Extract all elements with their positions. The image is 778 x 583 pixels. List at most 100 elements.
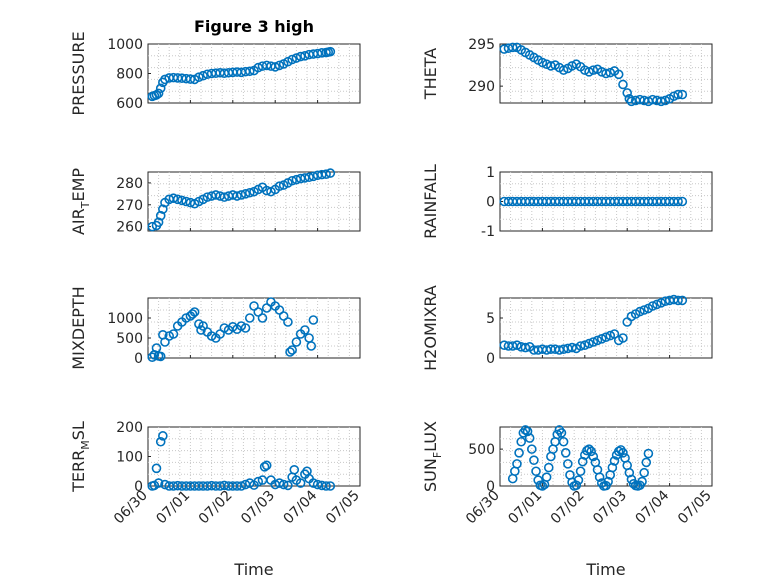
data-point	[586, 446, 596, 457]
data-point	[647, 301, 658, 311]
y-tick-label: 1	[486, 165, 495, 181]
data-point	[584, 338, 594, 349]
y-axis-label: H2OMIXRA	[421, 285, 440, 371]
data-point	[520, 342, 531, 353]
y-axis-label: TERRMSL	[69, 421, 92, 493]
data-point	[563, 459, 573, 469]
data-point	[153, 88, 164, 99]
data-point	[287, 54, 297, 65]
x-tick-label: 07/03	[590, 488, 630, 528]
data-point	[304, 172, 314, 183]
data-point	[560, 448, 571, 458]
data-point	[155, 351, 166, 362]
data-point	[181, 196, 191, 207]
data-point	[656, 297, 666, 308]
data-point	[552, 429, 563, 440]
data-point	[660, 95, 671, 106]
data-point	[291, 337, 302, 347]
data-point	[618, 448, 628, 458]
data-point	[601, 68, 611, 79]
data-point	[673, 89, 683, 100]
y-tick-label: 270	[116, 198, 143, 214]
data-point	[677, 196, 688, 207]
y-tick-label: 0	[486, 351, 495, 367]
data-point	[321, 169, 331, 179]
y-tick-label: 0	[134, 351, 143, 367]
data-point	[603, 476, 613, 487]
x-tick-label: 07/04	[281, 487, 321, 527]
x-tick-label: 07/01	[505, 488, 545, 528]
y-tick-label: 800	[116, 67, 143, 83]
data-point	[295, 478, 306, 488]
data-point	[677, 295, 688, 306]
data-point	[618, 333, 628, 343]
data-point	[543, 462, 554, 473]
data-point	[639, 305, 649, 315]
data-point	[639, 467, 649, 478]
data-point	[274, 60, 285, 71]
subplot-pressure: 600 800 1000 PRESSURE Figure 3 high	[69, 17, 361, 116]
data-point	[158, 204, 168, 214]
data-point	[643, 448, 654, 459]
data-point	[257, 313, 268, 323]
data-point	[609, 456, 620, 466]
data-point	[526, 444, 537, 454]
data-point	[168, 193, 179, 204]
data-point	[520, 425, 531, 435]
y-axis-label: RAINFALL	[421, 164, 440, 239]
data-point	[556, 428, 567, 438]
data-point	[306, 341, 317, 351]
data-point	[158, 431, 168, 441]
y-tick-label: 1000	[107, 37, 143, 53]
subplot-h2omixra: 0 5 H2OMIXRA	[421, 285, 713, 371]
x-axis-label: Time	[585, 560, 625, 579]
y-tick-label: 295	[468, 37, 495, 53]
data-point	[641, 457, 652, 468]
data-point	[189, 307, 200, 317]
y-tick-label: 200	[116, 420, 143, 436]
data-point	[582, 445, 592, 456]
data-point	[558, 65, 569, 75]
data-point	[601, 332, 611, 343]
data-point	[240, 323, 251, 333]
x-tick-label: 07/02	[196, 488, 236, 528]
data-point	[579, 340, 590, 351]
data-point	[605, 330, 616, 341]
y-axis-label: THETA	[421, 48, 440, 100]
data-point	[236, 190, 247, 200]
data-point	[537, 481, 548, 491]
y-tick-label: 1000	[107, 311, 143, 327]
data-point	[584, 67, 594, 77]
data-point	[274, 181, 285, 192]
data-point	[575, 466, 586, 477]
y-tick-label: 0	[134, 479, 143, 495]
x-tick-label: 07/04	[633, 487, 673, 527]
data-point	[592, 335, 603, 346]
data-point	[308, 171, 319, 182]
data-point	[656, 96, 666, 107]
data-point	[652, 299, 662, 310]
subplot-theta: 290 295 THETA	[421, 37, 713, 107]
axes-frame	[147, 426, 361, 487]
data-point	[507, 42, 518, 53]
data-point	[321, 481, 331, 491]
x-tick-label: 06/30	[463, 488, 503, 528]
data-point	[596, 333, 607, 344]
data-point	[673, 295, 683, 306]
y-tick-label: 290	[468, 79, 495, 95]
subplot-mixdepth: 0 500 1000 MIXDEPTH	[69, 286, 361, 370]
data-point	[259, 462, 270, 472]
data-point	[261, 460, 272, 471]
data-point	[624, 93, 635, 104]
data-point	[635, 306, 645, 317]
y-tick-label: 100	[116, 450, 143, 466]
data-point	[607, 462, 618, 473]
data-point	[613, 69, 624, 80]
data-point	[613, 446, 624, 457]
data-point	[289, 464, 300, 475]
data-point	[202, 192, 213, 202]
data-point	[283, 480, 293, 491]
data-point	[160, 74, 170, 85]
y-axis-label: PRESSURE	[69, 31, 88, 115]
